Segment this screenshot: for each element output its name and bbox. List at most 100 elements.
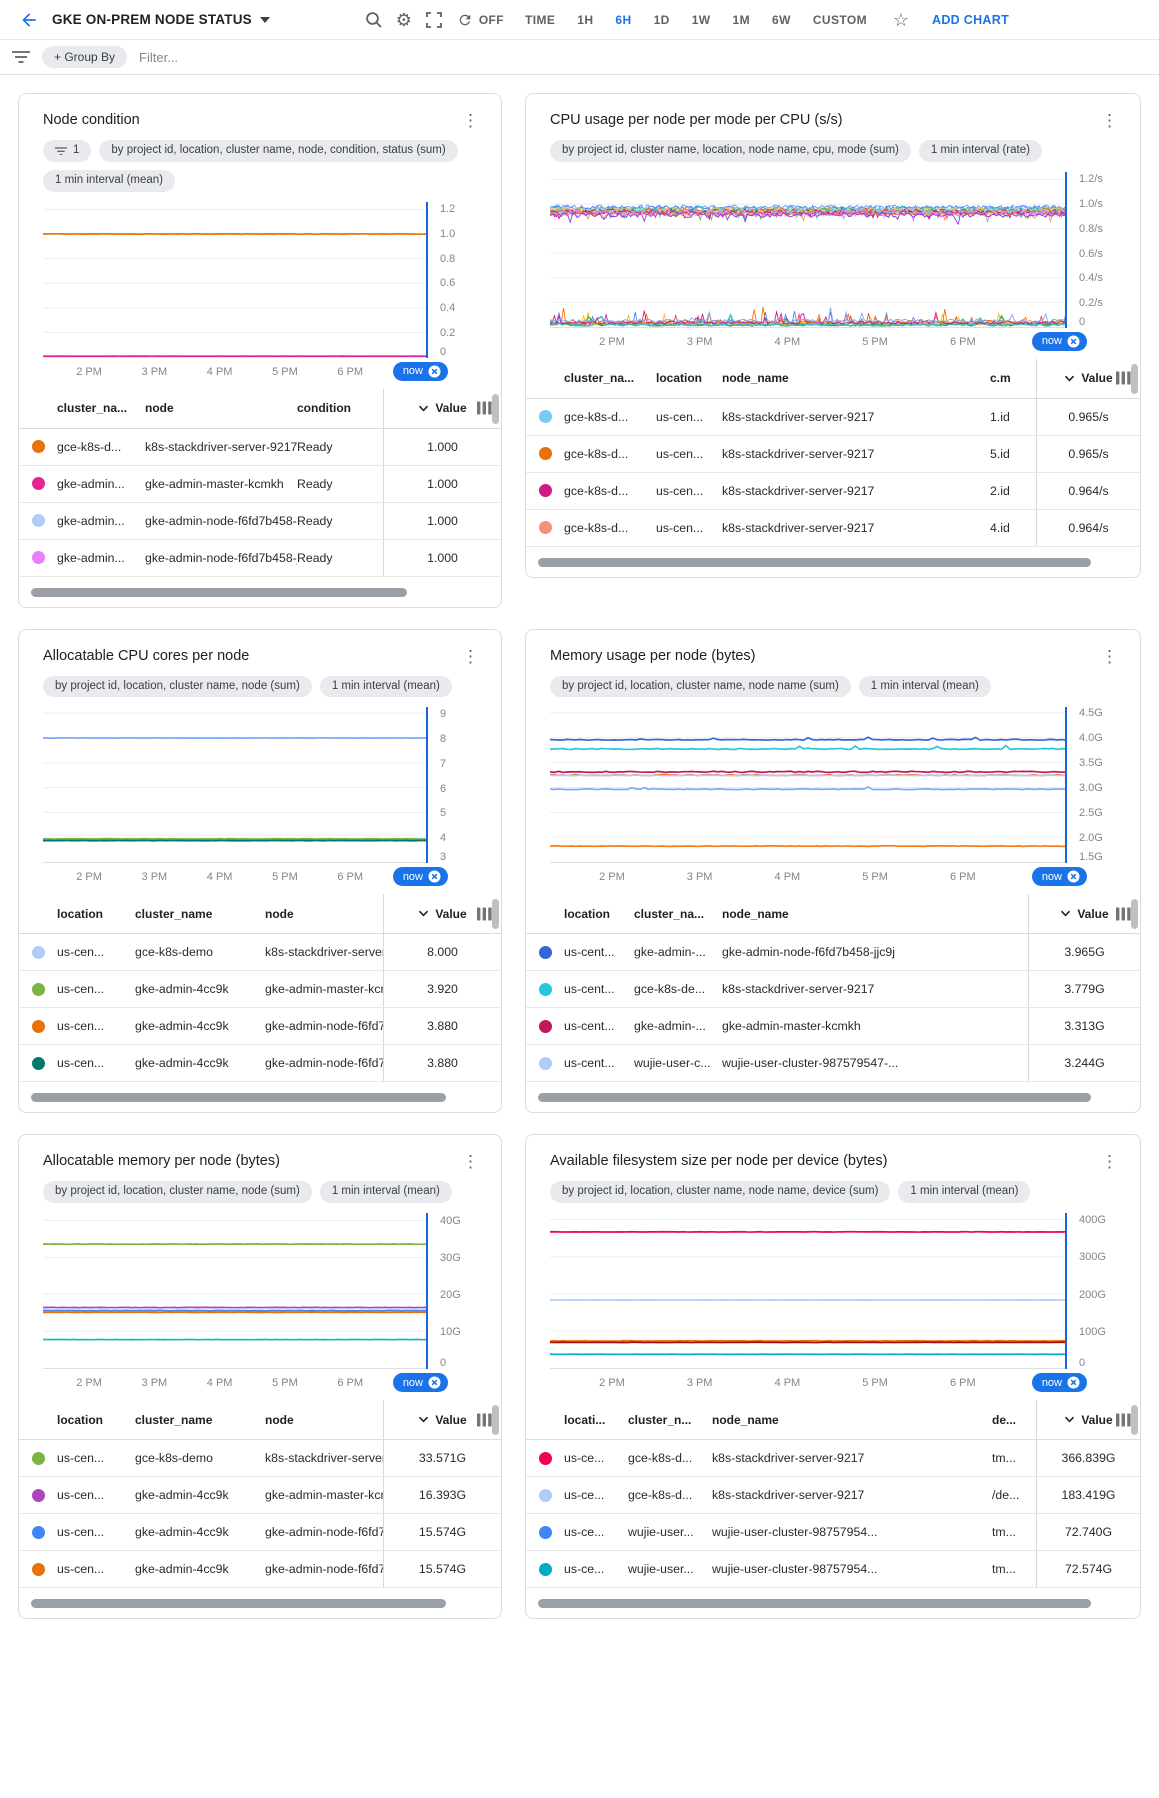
card-title: Allocatable memory per node (bytes): [43, 1153, 280, 1169]
col-header[interactable]: cluster_n...: [628, 1413, 712, 1427]
value-col-header[interactable]: Value: [1028, 894, 1140, 933]
more-options-button[interactable]: ⋮: [458, 648, 483, 665]
col-header[interactable]: location: [57, 907, 135, 921]
legend-row[interactable]: us-cent... gce-k8s-de... k8s-stackdriver-s…: [526, 971, 1140, 1008]
more-options-button[interactable]: ⋮: [1097, 648, 1122, 665]
legend-row[interactable]: gce-k8s-d... us-cen... k8s-stackdriver-ser…: [526, 399, 1140, 436]
col-header[interactable]: node_name: [722, 907, 1028, 921]
col-header[interactable]: location: [656, 371, 722, 385]
now-pill[interactable]: now: [1032, 1373, 1087, 1392]
col-header[interactable]: c.m: [990, 371, 1036, 385]
time-range-1w[interactable]: 1W: [681, 7, 722, 33]
col-header[interactable]: location: [564, 907, 634, 921]
col-header[interactable]: condition: [297, 401, 383, 415]
col-header[interactable]: location: [57, 1413, 135, 1427]
col-header[interactable]: cluster_name: [135, 1413, 265, 1427]
legend-row[interactable]: gce-k8s-d... k8s-stackdriver-server-9217 R…: [19, 429, 501, 466]
legend-row[interactable]: gce-k8s-d... us-cen... k8s-stackdriver-ser…: [526, 510, 1140, 547]
dashboard-title-menu[interactable]: GKE ON-PREM NODE STATUS: [52, 12, 270, 27]
legend-row[interactable]: us-ce... gce-k8s-d... k8s-stackdriver-serv…: [526, 1477, 1140, 1514]
now-pill[interactable]: now: [393, 1373, 448, 1392]
legend-row[interactable]: us-cen... gke-admin-4cc9k gke-admin-master…: [19, 971, 501, 1008]
search-button[interactable]: [359, 5, 389, 35]
value-col-header[interactable]: Value: [383, 894, 501, 933]
add-chart-button[interactable]: ADD CHART: [932, 13, 1009, 27]
table-vertical-scrollbar[interactable]: [1131, 364, 1138, 394]
value-col-header[interactable]: Value: [383, 1400, 501, 1439]
time-range-1d[interactable]: 1D: [643, 7, 681, 33]
table-vertical-scrollbar[interactable]: [1131, 1405, 1138, 1435]
table-vertical-scrollbar[interactable]: [492, 899, 499, 929]
col-header[interactable]: locati...: [564, 1413, 628, 1427]
horizontal-scrollbar[interactable]: [31, 1599, 446, 1608]
now-pill[interactable]: now: [393, 362, 448, 381]
legend-row[interactable]: gce-k8s-d... us-cen... k8s-stackdriver-ser…: [526, 436, 1140, 473]
legend-row[interactable]: us-cent... gke-admin-... gke-admin-master-…: [526, 1008, 1140, 1045]
now-pill[interactable]: now: [393, 867, 448, 886]
table-vertical-scrollbar[interactable]: [492, 1405, 499, 1435]
legend-row[interactable]: gke-admin... gke-admin-node-f6fd7b458-jjc…: [19, 540, 501, 577]
horizontal-scrollbar[interactable]: [31, 1093, 446, 1102]
more-options-button[interactable]: ⋮: [1097, 1153, 1122, 1170]
col-header[interactable]: node: [265, 907, 383, 921]
legend-row[interactable]: us-ce... wujie-user... wujie-user-cluster-…: [526, 1514, 1140, 1551]
legend-cell: tm...: [992, 1562, 1036, 1576]
legend-row[interactable]: us-cen... gke-admin-4cc9k gke-admin-node-f…: [19, 1045, 501, 1082]
more-options-button[interactable]: ⋮: [458, 1153, 483, 1170]
legend-table: location cluster_name node Value us-cen... gc…: [19, 893, 501, 1082]
table-vertical-scrollbar[interactable]: [1131, 899, 1138, 929]
col-header[interactable]: node_name: [722, 371, 990, 385]
legend-row[interactable]: us-cen... gke-admin-4cc9k gke-admin-node-f…: [19, 1551, 501, 1588]
col-header[interactable]: cluster_name: [135, 907, 265, 921]
col-header[interactable]: cluster_na...: [57, 401, 145, 415]
more-options-button[interactable]: ⋮: [458, 112, 483, 129]
horizontal-scrollbar[interactable]: [538, 558, 1091, 567]
horizontal-scrollbar[interactable]: [538, 1599, 1091, 1608]
series-color-dot: [539, 1057, 552, 1070]
col-header[interactable]: node: [265, 1413, 383, 1427]
legend-row[interactable]: us-cent... gke-admin-... gke-admin-node-f6…: [526, 934, 1140, 971]
legend-row[interactable]: us-cen... gce-k8s-demo k8s-stackdriver-ser…: [19, 1440, 501, 1477]
legend-row[interactable]: gke-admin... gke-admin-node-f6fd7b458-cxp…: [19, 503, 501, 540]
time-range-1h[interactable]: 1H: [566, 7, 604, 33]
back-button[interactable]: [14, 5, 44, 35]
filter-count-chip[interactable]: 1: [43, 140, 91, 162]
time-range-custom[interactable]: CUSTOM: [802, 7, 878, 33]
value-col-header[interactable]: Value: [383, 389, 501, 428]
legend-row[interactable]: us-cent... wujie-user-c... wujie-user-clus…: [526, 1045, 1140, 1082]
auto-refresh-button[interactable]: OFF: [457, 12, 504, 28]
legend-row[interactable]: us-ce... wujie-user... wujie-user-cluster-…: [526, 1551, 1140, 1588]
legend-row[interactable]: us-cen... gke-admin-4cc9k gke-admin-master…: [19, 1477, 501, 1514]
legend-row[interactable]: us-cen... gke-admin-4cc9k gke-admin-node-f…: [19, 1008, 501, 1045]
favorite-button[interactable]: ☆: [886, 5, 916, 35]
value-header-label: Value: [1081, 371, 1112, 385]
legend-row[interactable]: gke-admin... gke-admin-master-kcmkh Ready 1…: [19, 466, 501, 503]
value-col-header[interactable]: Value: [1036, 359, 1140, 398]
col-header[interactable]: node: [145, 401, 297, 415]
time-range-1m[interactable]: 1M: [722, 7, 761, 33]
settings-button[interactable]: ⚙: [389, 5, 419, 35]
legend-row[interactable]: us-cen... gce-k8s-demo k8s-stackdriver-ser…: [19, 934, 501, 971]
col-header[interactable]: de...: [992, 1413, 1036, 1427]
col-header[interactable]: cluster_na...: [634, 907, 722, 921]
legend-row[interactable]: gce-k8s-d... us-cen... k8s-stackdriver-ser…: [526, 473, 1140, 510]
group-by-chip[interactable]: + Group By: [42, 46, 127, 68]
col-header[interactable]: node_name: [712, 1413, 992, 1427]
fullscreen-button[interactable]: [419, 5, 449, 35]
time-range-6h[interactable]: 6H: [604, 7, 642, 33]
legend-cell: us-cen...: [57, 1019, 135, 1033]
col-header[interactable]: cluster_na...: [564, 371, 656, 385]
now-pill[interactable]: now: [1032, 332, 1087, 351]
time-range-time[interactable]: TIME: [514, 7, 566, 33]
horizontal-scrollbar[interactable]: [538, 1093, 1091, 1102]
legend-row[interactable]: us-cen... gke-admin-4cc9k gke-admin-node-f…: [19, 1514, 501, 1551]
now-pill[interactable]: now: [1032, 867, 1087, 886]
table-vertical-scrollbar[interactable]: [492, 394, 499, 424]
filter-input[interactable]: [139, 50, 1143, 65]
legend-cell: gke-admin-...: [634, 1019, 722, 1033]
value-col-header[interactable]: Value: [1036, 1400, 1140, 1439]
time-range-6w[interactable]: 6W: [761, 7, 802, 33]
more-options-button[interactable]: ⋮: [1097, 112, 1122, 129]
legend-row[interactable]: us-ce... gce-k8s-d... k8s-stackdriver-serv…: [526, 1440, 1140, 1477]
horizontal-scrollbar[interactable]: [31, 588, 407, 597]
